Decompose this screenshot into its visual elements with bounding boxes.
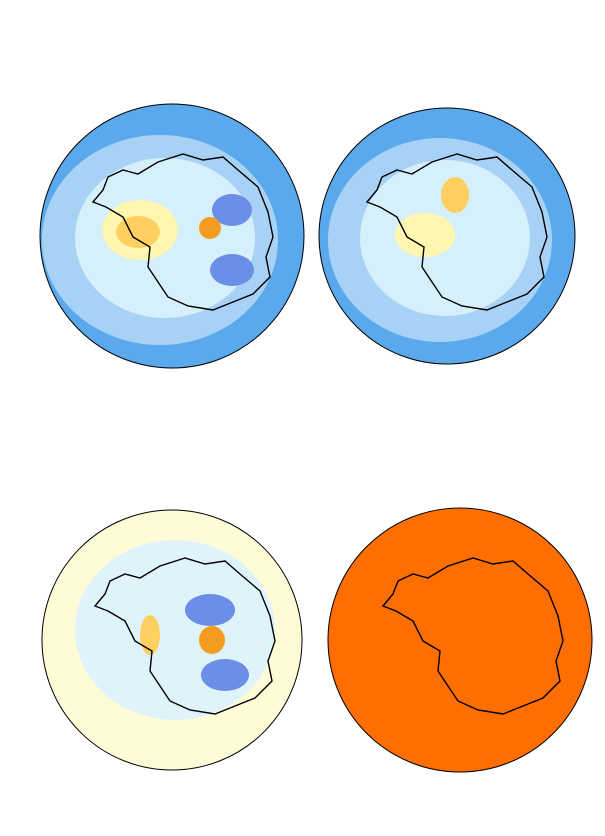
map-border: [41, 509, 303, 771]
map-border: [39, 103, 305, 369]
map: [319, 108, 575, 364]
map-border: [318, 107, 576, 365]
map: [327, 507, 593, 773]
map: [40, 104, 304, 368]
map: [42, 510, 302, 770]
